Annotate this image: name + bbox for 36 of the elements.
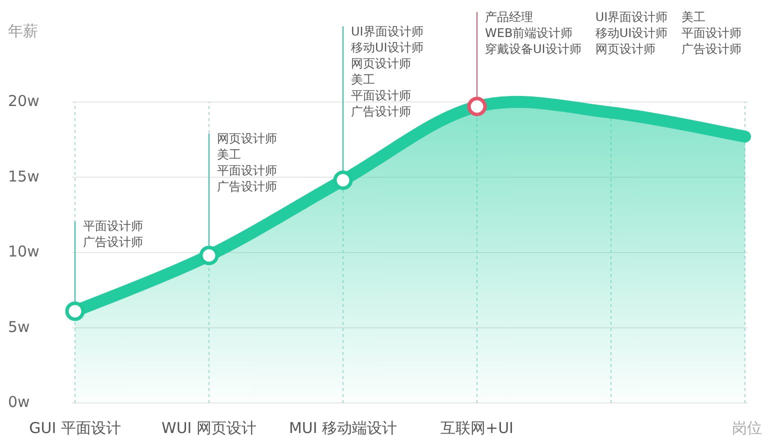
y-tick-label: 10w — [8, 242, 40, 261]
x-tick-label: MUI 移动端设计 — [288, 419, 398, 438]
text: 广告设计师 — [682, 42, 742, 56]
annotation: 广告设计师 — [83, 235, 143, 250]
text: 网页设计师 — [351, 56, 411, 70]
annotation: 平面设计师 — [83, 219, 143, 234]
annotation: 广告设计师 — [351, 104, 411, 118]
y-tick-label: 0w — [8, 393, 30, 412]
text: 美工 — [682, 10, 706, 24]
annotation: 网页设计师 — [217, 132, 277, 146]
point — [333, 170, 353, 190]
x-tick-label: WUI 网页设计 — [161, 419, 257, 438]
point — [467, 96, 487, 116]
annotation: 产品经理 — [485, 10, 533, 24]
annotation: 美工 — [217, 148, 241, 162]
y-tick-label: 5w — [8, 318, 30, 336]
annotation: 广告设计师 — [217, 180, 277, 194]
point — [199, 246, 219, 266]
annotation: UI界面设计师 — [351, 24, 424, 38]
x-axis-title: 岗位 — [732, 419, 762, 438]
text: 移动UI设计师 — [351, 40, 424, 54]
text: 平面设计师 — [682, 26, 742, 40]
y-tick-label: 20w — [8, 92, 40, 110]
text: 美工 — [351, 72, 375, 86]
x-tick-label: 互联网+UI — [440, 419, 514, 438]
y-axis-title: 年薪 — [8, 22, 38, 40]
x-tick-label: GUI 平面设计 — [29, 419, 121, 438]
text: 穿戴设备UI设计师 — [485, 42, 582, 56]
annotation: 平面设计师 — [351, 88, 411, 102]
point — [65, 301, 85, 321]
y-tick-label: 15w — [8, 167, 40, 186]
text: 网页设计师 — [595, 42, 656, 56]
text: UI界面设计师 — [595, 10, 668, 24]
annotation: 平面设计师 — [217, 164, 277, 178]
text: 移动UI设计师 — [595, 26, 668, 40]
text: WEB前端设计师 — [485, 26, 573, 40]
